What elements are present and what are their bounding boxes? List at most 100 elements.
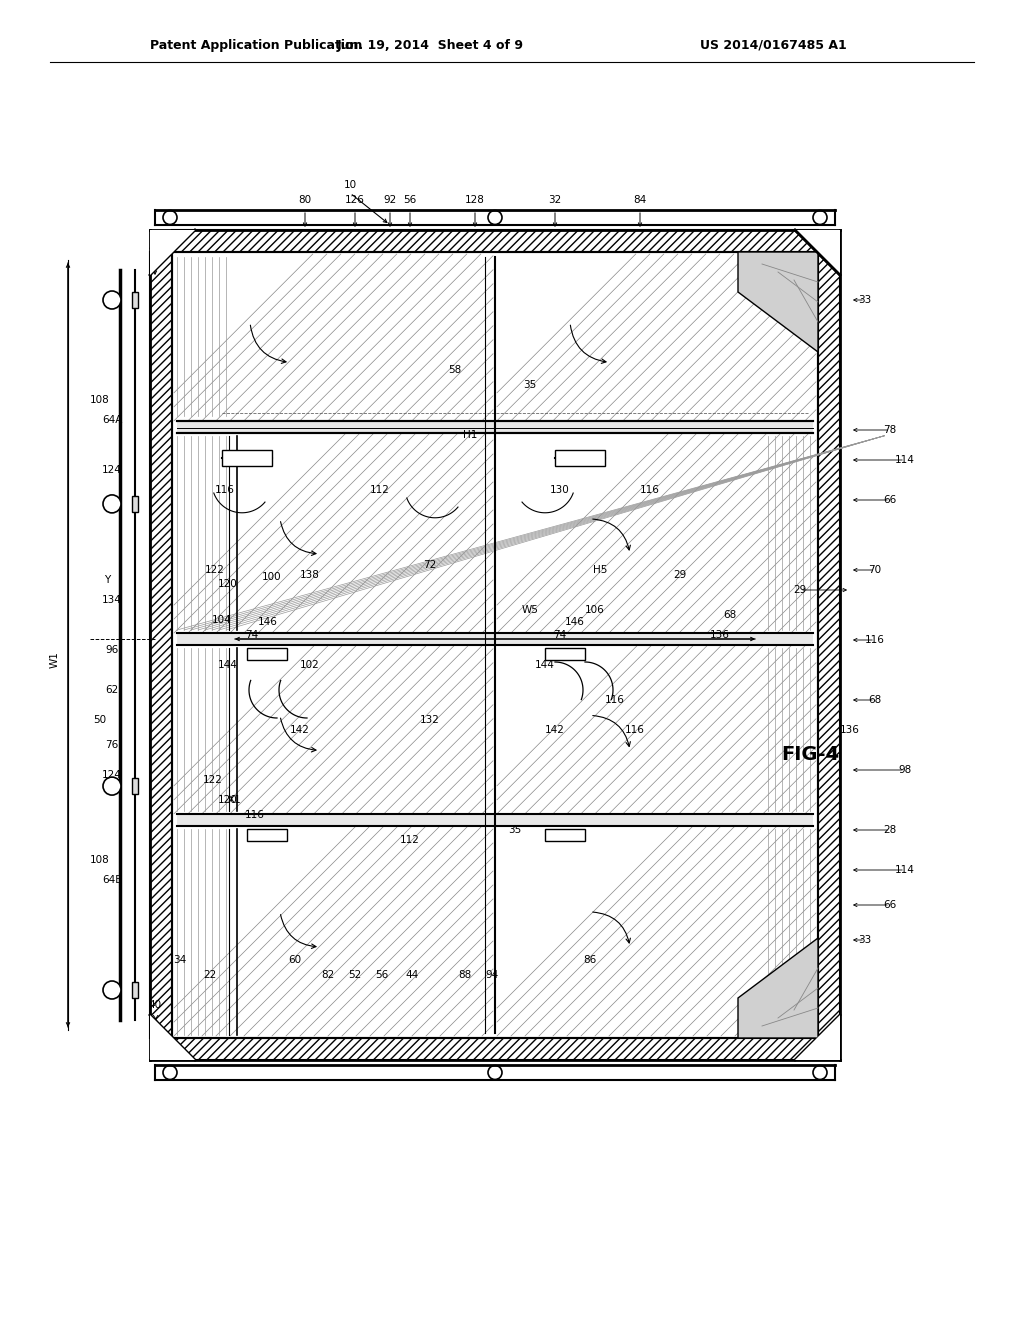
Text: 106: 106	[585, 605, 605, 615]
Text: 136: 136	[840, 725, 860, 735]
Text: 74: 74	[246, 630, 259, 640]
Text: 80: 80	[298, 195, 311, 205]
Circle shape	[103, 981, 121, 999]
Text: 34: 34	[173, 954, 186, 965]
Text: 84: 84	[634, 195, 646, 205]
Bar	[177, 813, 813, 826]
Bar	[545, 829, 585, 841]
Text: 124: 124	[102, 465, 122, 475]
Text: Jun. 19, 2014  Sheet 4 of 9: Jun. 19, 2014 Sheet 4 of 9	[337, 38, 523, 51]
Text: 108: 108	[90, 855, 110, 865]
Text: 62: 62	[105, 685, 119, 696]
Text: 29: 29	[794, 585, 807, 595]
Text: 116: 116	[245, 810, 265, 820]
Bar	[132, 292, 138, 308]
Text: 116: 116	[625, 725, 645, 735]
Text: W5: W5	[521, 605, 539, 615]
Text: H5: H5	[593, 565, 607, 576]
Text: Y: Y	[103, 576, 111, 585]
Bar	[177, 634, 813, 645]
Text: 128: 128	[465, 195, 485, 205]
Circle shape	[103, 495, 121, 513]
Bar	[132, 777, 138, 795]
Text: 60: 60	[289, 954, 301, 965]
Text: 144: 144	[536, 660, 555, 671]
Bar	[555, 450, 605, 466]
Text: 35: 35	[508, 825, 521, 836]
Text: 52: 52	[348, 970, 361, 979]
Text: 64B: 64B	[101, 875, 122, 884]
Text: 96: 96	[105, 645, 119, 655]
Text: X1: X1	[228, 795, 242, 805]
Text: 108: 108	[90, 395, 110, 405]
Text: 72: 72	[423, 560, 436, 570]
Text: 122: 122	[203, 775, 223, 785]
Polygon shape	[795, 230, 840, 275]
Text: 58: 58	[449, 366, 462, 375]
Text: 104: 104	[212, 615, 231, 624]
Text: 146: 146	[258, 616, 278, 627]
Text: 116: 116	[640, 484, 659, 495]
Text: 116: 116	[865, 635, 885, 645]
Text: 114: 114	[895, 455, 914, 465]
Text: 10: 10	[343, 180, 356, 190]
Text: 28: 28	[884, 825, 897, 836]
Text: 64A: 64A	[101, 414, 122, 425]
Text: 92: 92	[383, 195, 396, 205]
Text: 112: 112	[370, 484, 390, 495]
Text: 114: 114	[895, 865, 914, 875]
Bar	[132, 982, 138, 998]
Text: 82: 82	[322, 970, 335, 979]
Text: 116: 116	[215, 484, 234, 495]
Text: 74: 74	[553, 630, 566, 640]
Text: 66: 66	[884, 495, 897, 506]
Text: 134: 134	[102, 595, 122, 605]
Text: 44: 44	[406, 970, 419, 979]
Text: 66: 66	[884, 900, 897, 909]
Text: 29: 29	[674, 570, 687, 579]
Text: 130: 130	[550, 484, 570, 495]
Text: H1: H1	[463, 430, 477, 440]
Text: 76: 76	[105, 741, 119, 750]
Text: 144: 144	[218, 660, 238, 671]
Text: 102: 102	[300, 660, 319, 671]
Bar	[247, 648, 287, 660]
Text: 94: 94	[485, 970, 499, 979]
Text: 122: 122	[205, 565, 225, 576]
Bar	[818, 252, 840, 1038]
Bar	[150, 252, 172, 1038]
Text: 116: 116	[605, 696, 625, 705]
Text: 86: 86	[584, 954, 597, 965]
Bar	[247, 829, 287, 841]
Text: 146: 146	[565, 616, 585, 627]
Text: 68: 68	[723, 610, 736, 620]
Text: 33: 33	[858, 294, 871, 305]
Text: 35: 35	[523, 380, 537, 389]
Text: Patent Application Publication: Patent Application Publication	[150, 38, 362, 51]
Text: X: X	[152, 1015, 159, 1026]
Polygon shape	[150, 230, 195, 275]
Text: 78: 78	[884, 425, 897, 436]
Text: W1: W1	[50, 652, 60, 668]
Text: 98: 98	[898, 766, 911, 775]
Text: 50: 50	[93, 715, 106, 725]
Text: 100: 100	[262, 572, 282, 582]
Text: 33: 33	[858, 935, 871, 945]
Text: US 2014/0167485 A1: US 2014/0167485 A1	[700, 38, 847, 51]
Bar	[172, 252, 818, 1038]
Bar	[172, 230, 818, 252]
Bar	[545, 648, 585, 660]
Text: 142: 142	[545, 725, 565, 735]
Bar	[222, 450, 272, 466]
Text: 32: 32	[549, 195, 561, 205]
Text: 138: 138	[300, 570, 319, 579]
Text: 88: 88	[459, 970, 472, 979]
Text: FIG-4: FIG-4	[781, 746, 839, 764]
Text: 56: 56	[376, 970, 389, 979]
Text: 68: 68	[868, 696, 882, 705]
Polygon shape	[150, 1015, 195, 1060]
Polygon shape	[738, 939, 818, 1038]
Bar	[172, 1038, 818, 1060]
Text: 132: 132	[420, 715, 440, 725]
Text: 126: 126	[345, 195, 365, 205]
